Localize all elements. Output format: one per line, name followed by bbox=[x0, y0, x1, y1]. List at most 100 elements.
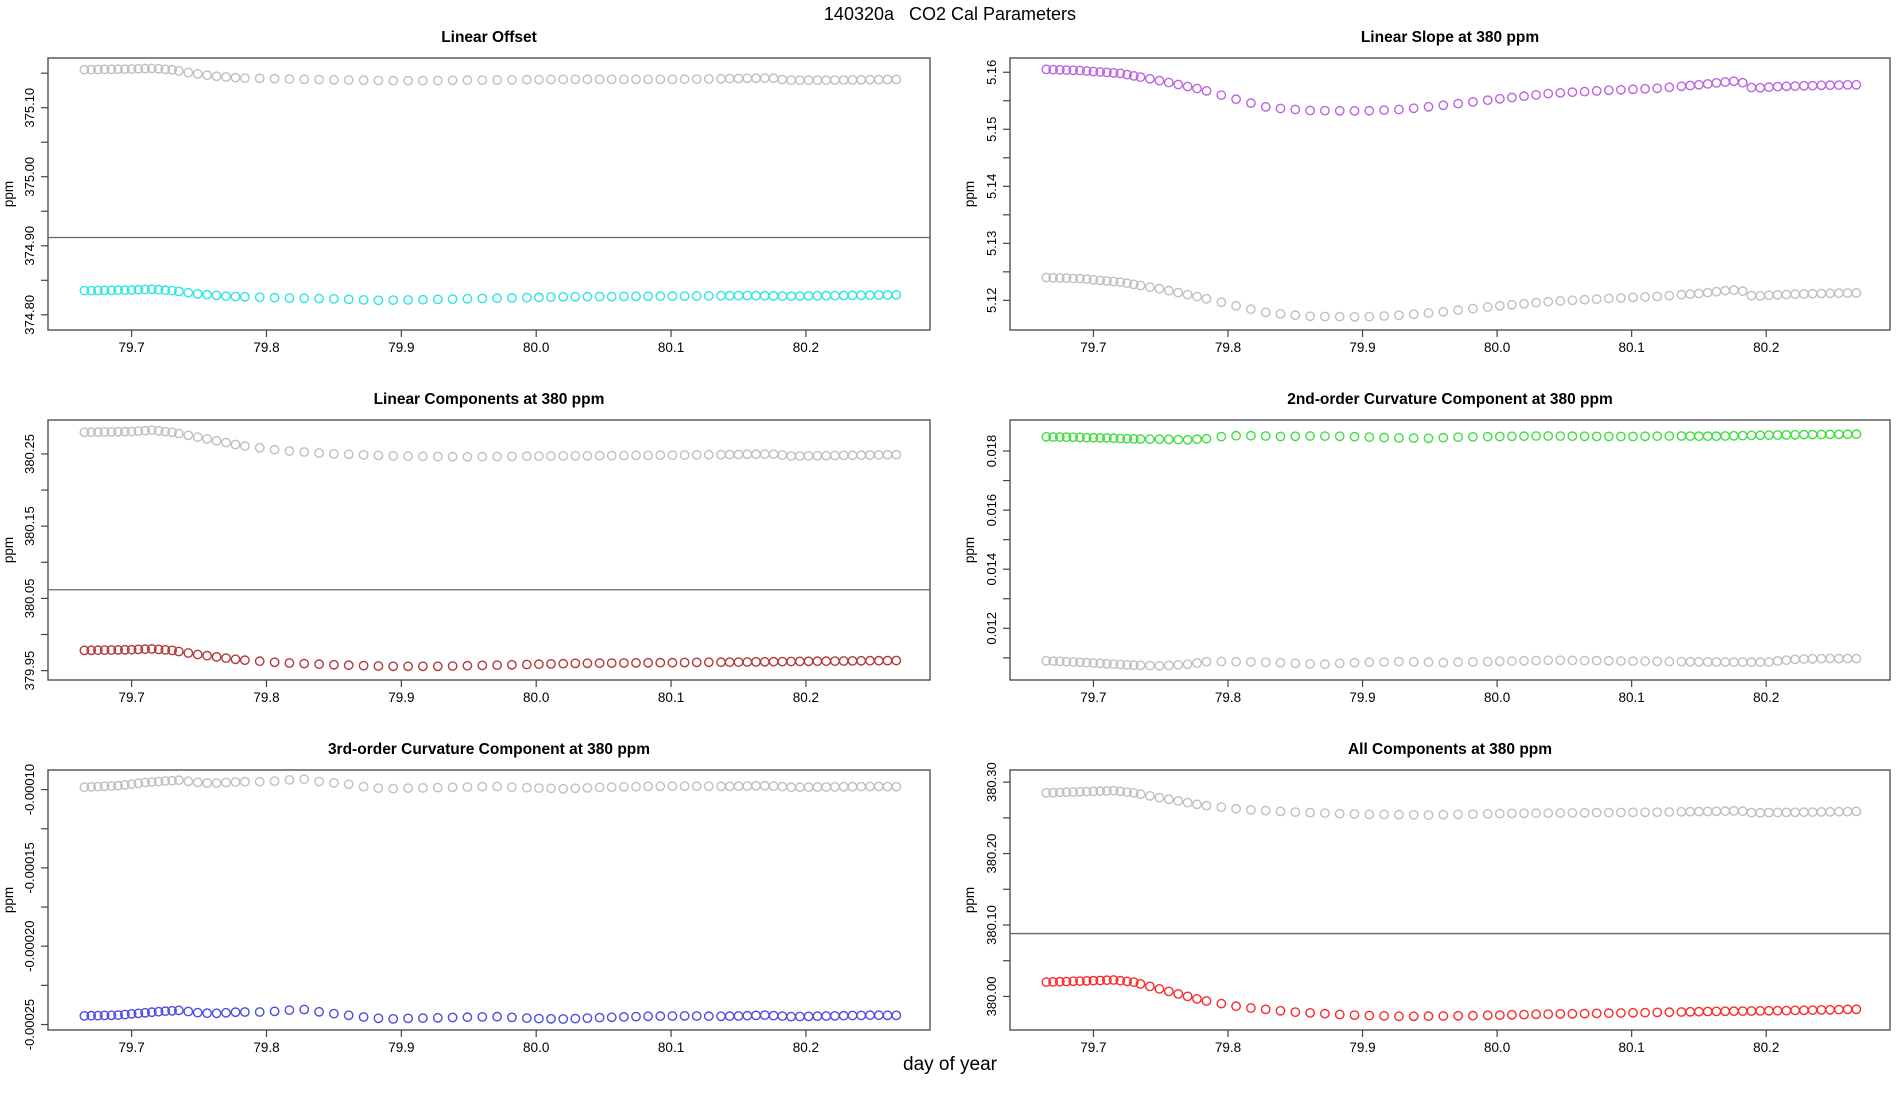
data-point bbox=[492, 660, 502, 670]
data-point bbox=[1364, 105, 1375, 116]
data-point bbox=[1543, 655, 1554, 666]
data-point bbox=[1640, 431, 1651, 442]
data-point bbox=[106, 285, 117, 296]
series-all-components-red bbox=[1041, 975, 1862, 1022]
data-point bbox=[1081, 274, 1092, 285]
data-point bbox=[506, 451, 517, 462]
data-point bbox=[1702, 806, 1713, 817]
data-point bbox=[803, 290, 814, 301]
data-point bbox=[1711, 78, 1722, 88]
data-point bbox=[803, 782, 814, 792]
data-point bbox=[99, 64, 110, 75]
x-tick-label: 80.2 bbox=[793, 340, 819, 355]
data-point bbox=[254, 73, 265, 84]
data-point bbox=[1128, 788, 1139, 798]
data-point bbox=[1095, 67, 1106, 77]
data-point bbox=[546, 292, 556, 302]
data-point bbox=[838, 290, 849, 301]
data-point bbox=[1394, 809, 1404, 820]
data-point bbox=[582, 74, 593, 85]
data-point bbox=[1567, 808, 1578, 818]
data-point bbox=[865, 450, 875, 460]
data-point bbox=[343, 660, 354, 671]
data-point bbox=[759, 780, 770, 791]
data-point bbox=[1711, 286, 1722, 297]
data-point bbox=[1320, 808, 1330, 818]
data-point bbox=[1334, 431, 1345, 442]
data-point bbox=[716, 290, 726, 301]
data-point bbox=[432, 661, 443, 672]
data-point bbox=[1816, 288, 1827, 299]
data-point bbox=[606, 782, 617, 792]
data-point bbox=[79, 285, 90, 296]
data-point bbox=[284, 293, 295, 303]
data-point bbox=[1145, 791, 1155, 801]
data-point bbox=[582, 1013, 593, 1023]
data-point bbox=[1290, 1007, 1301, 1017]
data-point bbox=[1182, 991, 1193, 1002]
data-point bbox=[113, 426, 124, 437]
data-point bbox=[1216, 656, 1227, 667]
data-point bbox=[1231, 300, 1242, 311]
data-point bbox=[1231, 430, 1242, 441]
data-point bbox=[1231, 803, 1242, 814]
data-point bbox=[1423, 101, 1434, 112]
data-point bbox=[314, 1006, 324, 1017]
data-point bbox=[1764, 430, 1774, 440]
data-point bbox=[1603, 1008, 1614, 1019]
data-point bbox=[1834, 429, 1844, 440]
data-point bbox=[1685, 806, 1696, 817]
data-point bbox=[1320, 659, 1330, 670]
data-point bbox=[99, 1010, 110, 1021]
data-point bbox=[1102, 975, 1112, 986]
data-point bbox=[299, 293, 310, 304]
x-tick-label: 79.8 bbox=[253, 690, 279, 705]
data-point bbox=[1145, 282, 1155, 292]
data-point bbox=[1246, 98, 1256, 109]
data-point bbox=[1702, 287, 1713, 298]
data-point bbox=[153, 284, 164, 295]
y-tick-label: 380.20 bbox=[984, 834, 999, 874]
data-point bbox=[388, 661, 399, 672]
data-point bbox=[733, 290, 744, 301]
data-point bbox=[1108, 785, 1119, 796]
data-point bbox=[1173, 434, 1184, 445]
data-point bbox=[120, 644, 130, 655]
data-point bbox=[388, 1014, 399, 1024]
data-point bbox=[1102, 786, 1112, 796]
data-point bbox=[1453, 1010, 1464, 1021]
data-point bbox=[492, 451, 502, 462]
data-point bbox=[1764, 1005, 1774, 1016]
data-point bbox=[173, 775, 184, 786]
data-point bbox=[1640, 807, 1651, 818]
data-point bbox=[1154, 434, 1165, 445]
data-point bbox=[619, 781, 629, 792]
data-point bbox=[93, 64, 103, 75]
data-point bbox=[1676, 289, 1687, 300]
data-point bbox=[812, 75, 823, 86]
data-point bbox=[873, 1010, 884, 1021]
data-point bbox=[373, 1013, 384, 1024]
data-point bbox=[86, 285, 97, 296]
x-tick-label: 80.2 bbox=[793, 690, 819, 705]
data-point bbox=[1685, 80, 1696, 91]
data-point bbox=[1825, 653, 1836, 664]
data-point bbox=[1349, 431, 1360, 442]
data-point bbox=[830, 1011, 840, 1021]
data-point bbox=[79, 645, 90, 656]
y-tick-label: 380.15 bbox=[22, 506, 37, 546]
data-point bbox=[1453, 809, 1464, 820]
data-point bbox=[1702, 79, 1713, 89]
data-point bbox=[582, 450, 593, 461]
data-point bbox=[1453, 432, 1464, 442]
data-point bbox=[79, 427, 90, 438]
data-point bbox=[1482, 1010, 1493, 1021]
data-point bbox=[1305, 807, 1316, 818]
data-point bbox=[1494, 808, 1505, 819]
data-point bbox=[724, 657, 735, 667]
data-point bbox=[1579, 655, 1590, 666]
data-point bbox=[269, 444, 280, 455]
data-point bbox=[1543, 808, 1554, 818]
y-tick-label: 380.05 bbox=[22, 579, 37, 619]
data-point bbox=[1543, 1009, 1554, 1019]
